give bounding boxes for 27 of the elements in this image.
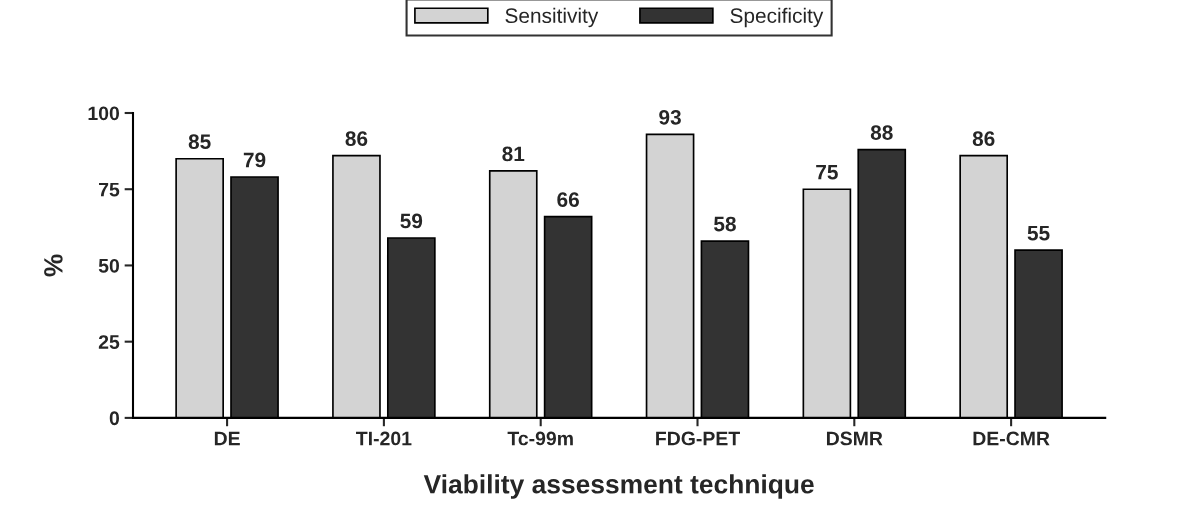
- y-tick-label: 25: [98, 335, 120, 349]
- x-tick-label: Tc-99m: [507, 431, 573, 446]
- y-tick-label: 100: [88, 106, 120, 121]
- x-tick-label: DE-CMR: [973, 431, 1050, 446]
- y-tick-label: 0: [109, 411, 120, 426]
- data-label: 81: [502, 146, 525, 162]
- x-tick-label: DE: [214, 431, 240, 446]
- data-label: 75: [816, 165, 838, 180]
- data-label: 85: [188, 134, 211, 150]
- data-label: 79: [243, 152, 266, 168]
- y-tick-label: 75: [99, 182, 120, 197]
- x-tick-label: DSMR: [826, 431, 883, 446]
- x-axis-title: Viability assessment technique: [423, 474, 814, 499]
- data-label: 55: [1027, 225, 1050, 241]
- data-label: 58: [714, 216, 736, 232]
- data-label: 86: [345, 131, 368, 147]
- y-axis-title: %: [44, 254, 63, 277]
- data-label: 93: [659, 109, 681, 125]
- data-label: 88: [870, 125, 893, 140]
- y-tick-label: 50: [98, 258, 120, 273]
- legend-label: Sensitivity: [505, 7, 599, 28]
- data-label: 86: [972, 131, 995, 147]
- x-tick-label: TI-201: [356, 431, 412, 446]
- data-label: 66: [557, 192, 579, 207]
- data-label: 59: [400, 213, 423, 229]
- x-tick-label: FDG-PET: [656, 431, 740, 446]
- legend-label: Specificity: [730, 7, 824, 28]
